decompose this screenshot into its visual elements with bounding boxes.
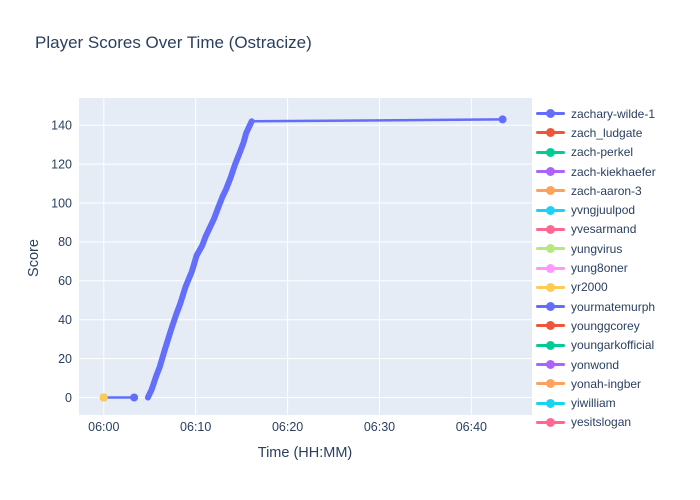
legend-item[interactable]: zach-kiekhaefer bbox=[536, 162, 656, 181]
legend-line-marker-icon bbox=[536, 147, 565, 157]
plot-area[interactable] bbox=[79, 98, 532, 415]
legend-item-label: yvesarmand bbox=[571, 222, 637, 237]
legend-item[interactable]: zach_ludgate bbox=[536, 123, 656, 142]
legend-line-marker-icon bbox=[536, 398, 565, 408]
legend-item[interactable]: yvngjuulpod bbox=[536, 200, 656, 219]
legend-dot-icon bbox=[546, 263, 555, 273]
legend-line-marker-icon bbox=[536, 360, 565, 369]
legend-line-marker-icon bbox=[536, 186, 565, 196]
legend-line-marker-icon bbox=[536, 128, 565, 138]
legend-line-marker-icon bbox=[536, 282, 565, 292]
legend-item-label: younggcorey bbox=[571, 318, 640, 333]
x-tick-label: 06:30 bbox=[364, 420, 395, 434]
legend-item[interactable]: yiwilliam bbox=[536, 393, 656, 412]
legend-item[interactable]: yesitslogan bbox=[536, 413, 656, 432]
legend-dot-icon bbox=[546, 340, 555, 350]
x-tick-label: 06:10 bbox=[180, 420, 211, 434]
series-marker-zachary-wilde-1 bbox=[130, 393, 139, 402]
legend-item[interactable]: zachary-wilde-1 bbox=[536, 104, 656, 123]
legend-dot-icon bbox=[546, 244, 555, 254]
y-tick-label: 0 bbox=[65, 391, 72, 405]
legend-dot-icon bbox=[546, 167, 555, 177]
legend-item-label: zach-kiekhaefer bbox=[571, 164, 656, 179]
legend-line-marker-icon bbox=[536, 302, 565, 312]
y-tick-label: 80 bbox=[58, 235, 72, 249]
legend-dot-icon bbox=[546, 224, 555, 234]
legend-line-marker-icon bbox=[536, 205, 565, 215]
legend-dot-icon bbox=[546, 109, 555, 119]
legend-item-label: yiwilliam bbox=[571, 396, 616, 411]
x-tick-label: 06:00 bbox=[88, 420, 119, 434]
y-tick-label: 40 bbox=[58, 313, 72, 327]
legend-dot-icon bbox=[546, 205, 555, 215]
legend-item-label: yungvirus bbox=[571, 241, 623, 256]
legend-line-marker-icon bbox=[536, 109, 565, 119]
legend-item[interactable]: yungvirus bbox=[536, 239, 656, 258]
legend-item-label: zach-aaron-3 bbox=[571, 183, 642, 198]
legend-dot-icon bbox=[546, 417, 555, 427]
legend-line-marker-icon bbox=[536, 417, 565, 427]
legend-dot-icon bbox=[546, 321, 555, 331]
legend-line-marker-icon bbox=[536, 224, 565, 234]
series-marker-yr2000 bbox=[99, 393, 108, 402]
legend-dot-icon bbox=[546, 282, 555, 292]
series-line-zachary-wilde-1 bbox=[250, 118, 504, 123]
series-line-zachary-wilde-1 bbox=[144, 118, 255, 401]
legend-item[interactable]: youngarkofficial bbox=[536, 336, 656, 355]
legend-line-marker-icon bbox=[536, 263, 565, 273]
legend-item-label: yonwond bbox=[571, 357, 620, 372]
y-tick-label: 60 bbox=[58, 274, 72, 288]
legend-item-label: yourmatemurph bbox=[571, 299, 656, 314]
y-axis-title: Score bbox=[26, 239, 42, 277]
legend-item[interactable]: younggcorey bbox=[536, 316, 656, 335]
legend-item[interactable]: yonah-ingber bbox=[536, 374, 656, 393]
legend-item-label: zach_ludgate bbox=[571, 125, 643, 140]
legend-dot-icon bbox=[546, 379, 555, 389]
legend-item[interactable]: yonwond bbox=[536, 355, 656, 374]
y-tick-label: 140 bbox=[51, 119, 72, 133]
x-axis-title: Time (HH:MM) bbox=[257, 445, 353, 461]
legend-item[interactable]: zach-aaron-3 bbox=[536, 181, 656, 200]
legend: zachary-wilde-1 zach_ludgate zach-perkel za… bbox=[536, 104, 656, 432]
legend-item-label: zachary-wilde-1 bbox=[571, 106, 656, 121]
legend-item[interactable]: yung8oner bbox=[536, 258, 656, 277]
y-tick-label: 100 bbox=[51, 196, 72, 210]
legend-dot-icon bbox=[546, 302, 555, 312]
x-tick-label: 06:20 bbox=[272, 420, 303, 434]
legend-item[interactable]: zach-perkel bbox=[536, 143, 656, 162]
legend-line-marker-icon bbox=[536, 244, 565, 254]
legend-line-marker-icon bbox=[536, 167, 565, 177]
legend-dot-icon bbox=[546, 360, 555, 369]
legend-item-label: yung8oner bbox=[571, 261, 628, 276]
legend-item[interactable]: yr2000 bbox=[536, 278, 656, 297]
legend-dot-icon bbox=[546, 398, 555, 408]
legend-item[interactable]: yvesarmand bbox=[536, 220, 656, 239]
y-tick-label: 120 bbox=[51, 157, 72, 171]
legend-item-label: yonah-ingber bbox=[571, 376, 642, 391]
legend-item-label: zach-perkel bbox=[571, 145, 634, 160]
legend-dot-icon bbox=[546, 147, 555, 157]
chart-title: Player Scores Over Time (Ostracize) bbox=[35, 33, 312, 52]
legend-item-label: youngarkofficial bbox=[571, 338, 655, 353]
legend-line-marker-icon bbox=[536, 340, 565, 350]
legend-dot-icon bbox=[546, 186, 555, 196]
legend-dot-icon bbox=[546, 128, 555, 138]
legend-item[interactable]: yourmatemurph bbox=[536, 297, 656, 316]
series-marker-zachary-wilde-1 bbox=[498, 115, 507, 124]
legend-line-marker-icon bbox=[536, 321, 565, 331]
legend-line-marker-icon bbox=[536, 379, 565, 389]
legend-item-label: yvngjuulpod bbox=[571, 203, 636, 218]
x-tick-label: 06:40 bbox=[456, 420, 487, 434]
legend-item-label: yesitslogan bbox=[571, 415, 632, 430]
legend-item-label: yr2000 bbox=[571, 280, 608, 295]
y-tick-label: 20 bbox=[58, 352, 72, 366]
